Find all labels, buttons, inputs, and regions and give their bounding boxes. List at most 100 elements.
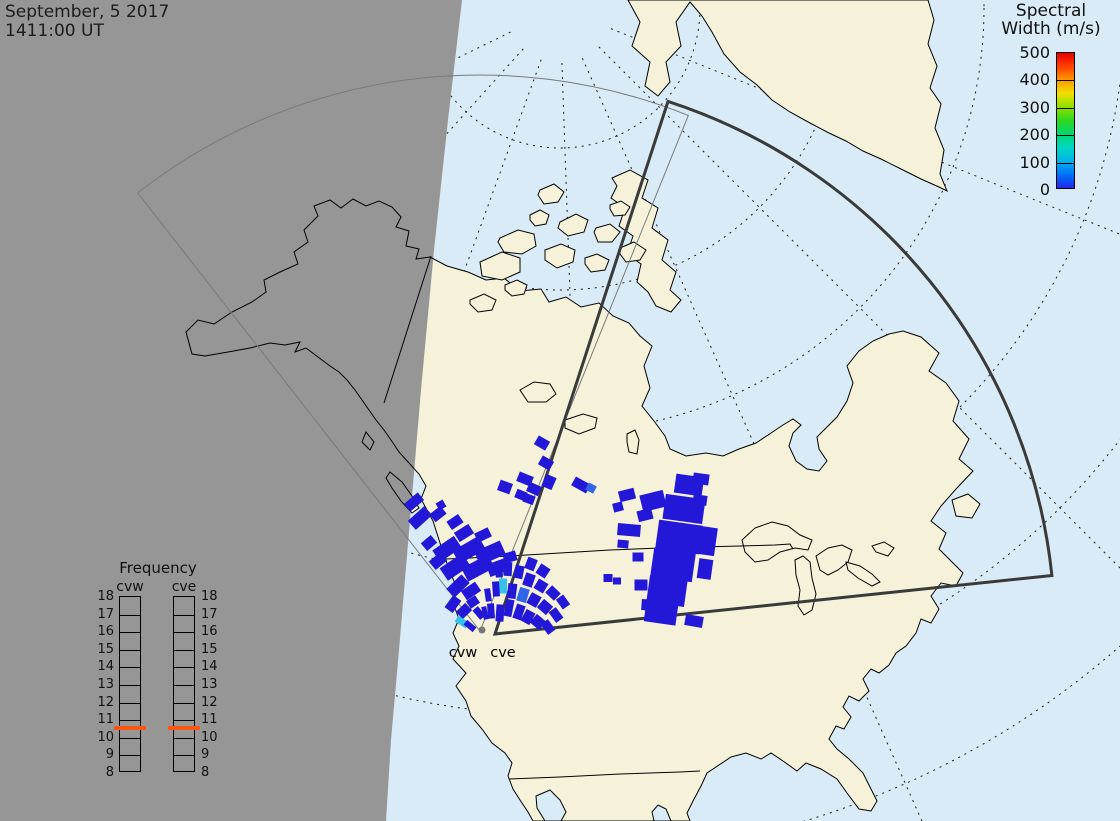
frequency-tick: 10 [201,729,218,745]
great-lakes [519,381,895,616]
echo-cell [636,507,654,523]
frequency-tick: 10 [97,729,114,745]
frequency-tick: 14 [97,659,114,675]
colorbar [1056,52,1075,189]
echo-cell [612,501,624,513]
gulf-of-california [535,789,672,821]
colorbar-tick: 400 [1019,70,1050,90]
echo-cell [522,492,536,506]
echo-cell [446,574,470,598]
colorbar-divider [1057,135,1074,137]
echo-cell [533,435,551,451]
echo-cell [692,494,708,506]
echo-cell [484,588,492,602]
fov-cve [492,99,1054,636]
echo-cell [536,598,554,616]
radar-label-cve: cve [490,645,516,661]
echo-cell [516,586,530,604]
time-label: 1411:00 UT [5,21,104,41]
radar-label-cvw: cvw [449,645,478,661]
frequency-column-label-cve: cve [171,579,197,595]
frequency-box-divider [120,667,140,669]
frequency-box-divider [120,649,140,651]
colorbar-divider [1057,80,1074,82]
frequency-tick: 13 [97,677,114,692]
frequency-box-divider [174,755,194,757]
frequency-tick: 18 [97,589,114,604]
frequency-tick: 17 [201,606,218,622]
frequency-box-divider [174,614,194,616]
frequency-box-divider [120,632,140,634]
echo-cell [497,479,513,495]
echo-cell [632,552,644,562]
frequency-tick: 8 [105,765,114,780]
frequency-tick: 9 [201,747,210,763]
echo-cell [641,598,657,612]
echo-cell [696,525,718,557]
date-label: September, 5 2017 [5,2,170,22]
echo-cell [420,534,438,552]
echo-cell [603,574,613,582]
echo-cell [555,594,571,610]
echo-cell [541,473,557,491]
frequency-tick: 9 [105,747,114,763]
echo-cell [585,482,597,494]
echo-cell [502,550,518,564]
colorbar-tick: 0 [1039,180,1050,199]
echo-cell [453,523,475,543]
radar-fovs [136,74,1054,636]
radar-site-dot [478,626,486,634]
echo-cell [535,563,551,579]
colorbar-divider [1057,162,1074,164]
echo-cell [472,606,486,620]
echo-cell [495,604,505,622]
echo-cell [495,564,503,578]
echo-cell [524,556,538,572]
frequency-box-divider [120,755,140,757]
timestamp-block: September, 5 2017 1411:00 UT [5,3,169,41]
frequency-box-divider [174,649,194,651]
echo-cell [684,614,704,628]
frequency-column-label-cvw: cvw [116,579,144,595]
frequency-tick: 16 [201,624,218,640]
echo-cell [446,513,464,531]
echo-cell [650,547,696,583]
echo-cell [463,619,477,633]
echo-cell [435,499,447,511]
colorbar-tick: 500 [1019,43,1050,62]
echo-cell [503,598,515,618]
frequency-box-divider [174,667,194,669]
frequency-box-divider [174,632,194,634]
frequency-box-divider [120,702,140,704]
active-frequency-marker [114,726,146,730]
echo-cell [461,554,495,582]
echo-cells [403,435,718,635]
frequency-tick: 17 [97,606,114,622]
echo-cell [513,564,525,580]
echo-cell [506,583,518,599]
echo-cell [444,594,462,614]
frequency-tick: 11 [201,712,218,728]
echo-cell [617,523,641,537]
colorbar-title-line1: Spectral [1015,1,1087,21]
colorbar-title-line2: Width (m/s) [1001,19,1101,39]
frequency-column-cvw [119,596,141,772]
echo-cell [491,581,501,597]
night-terminator-overlay [0,0,462,821]
frequency-box-divider [120,685,140,686]
echo-cell [460,581,482,601]
echo-cell [526,592,542,608]
alaska-yukon-border [383,255,432,404]
frequency-box-divider [174,702,194,704]
frequency-tick: 11 [97,712,114,728]
frequency-tick: 12 [97,694,114,710]
echo-cell [617,487,637,503]
echo-cell [474,527,492,543]
colorbar-title: Spectral Width (m/s) [989,2,1113,38]
echo-cell [512,603,526,621]
echo-cell [617,539,629,549]
frequency-tick: 13 [201,677,218,692]
echo-cell [481,606,489,620]
echo-cell [407,506,433,530]
